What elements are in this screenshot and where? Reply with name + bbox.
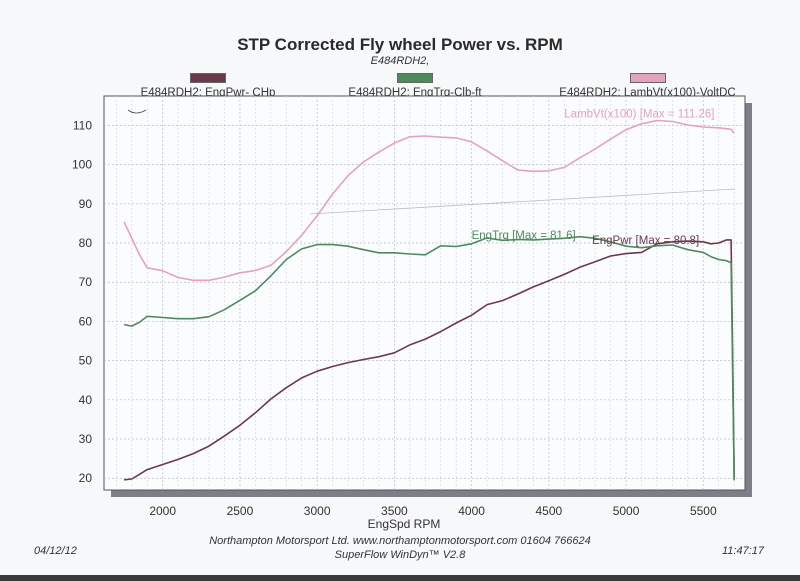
y-tick-label: 40 <box>79 393 93 407</box>
chart-title: STP Corrected Fly wheel Power vs. RPM <box>237 35 563 54</box>
y-tick-label: 30 <box>79 432 93 446</box>
y-axis-ticks: 20 30 40 50 60 70 80 90 100 110 <box>72 118 92 485</box>
y-tick-label: 110 <box>73 118 92 132</box>
x-tick-label: 5500 <box>690 504 717 518</box>
y-tick-label: 60 <box>79 314 93 328</box>
x-tick-label: 5000 <box>613 504 640 518</box>
scan-edge <box>0 575 800 581</box>
y-tick-label: 100 <box>72 158 92 172</box>
print-date: 04/12/12 <box>34 545 77 557</box>
chart-subtitle: E484RDH2, <box>370 55 430 67</box>
footer-company: Northampton Motorsport Ltd. www.northamp… <box>209 535 591 547</box>
annotation-engtrq-max: EngTrq [Max = 81.6] <box>472 230 576 242</box>
legend-swatch-lambvt <box>629 73 666 83</box>
series-line-lambvt <box>123 119 735 282</box>
pen-mark <box>127 109 147 114</box>
x-tick-label: 4500 <box>535 504 562 518</box>
plot-area <box>103 95 746 491</box>
x-tick-label: 3000 <box>304 504 331 518</box>
grid-lines <box>104 96 745 490</box>
max-annotations: LambVt(x100) [Max = 111.26] EngTrq [Max =… <box>472 109 715 247</box>
legend-swatch-engtrq <box>397 73 433 83</box>
x-tick-label: 2000 <box>149 504 176 518</box>
x-tick-label: 4000 <box>458 504 485 518</box>
y-tick-label: 70 <box>79 275 93 289</box>
series-line-engpwr <box>124 239 735 481</box>
x-axis-ticks: 2000 2500 3000 3500 4000 4500 5000 5500 <box>149 504 717 518</box>
footer-software: SuperFlow WinDyn™ V2.8 <box>334 549 466 561</box>
x-tick-label: 3500 <box>381 504 408 518</box>
y-tick-label: 90 <box>79 197 93 211</box>
x-axis-label: EngSpd RPM <box>368 517 441 531</box>
x-tick-label: 2500 <box>227 504 254 518</box>
print-time: 11:47:17 <box>721 545 764 557</box>
series-lines <box>123 119 735 481</box>
annotation-engpwr-max: EngPwr [Max = 80.8] <box>592 235 699 247</box>
y-tick-label: 20 <box>79 471 93 485</box>
series-line-engtrq <box>123 235 735 481</box>
y-tick-label: 50 <box>79 354 93 368</box>
legend-swatch-engpwr <box>190 73 226 83</box>
faint-reference-line <box>309 188 736 215</box>
y-tick-label: 80 <box>79 236 93 250</box>
annotation-lambvt-max: LambVt(x100) [Max = 111.26] <box>564 109 714 121</box>
